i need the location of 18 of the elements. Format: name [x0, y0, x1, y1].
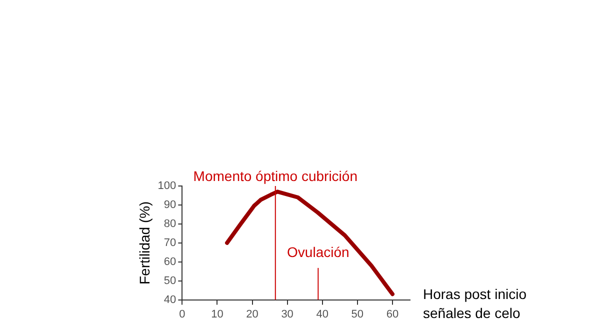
x-tick-label: 10 — [211, 308, 224, 320]
x-tick-label: 20 — [246, 308, 258, 320]
y-tick-label: 70 — [164, 236, 176, 249]
y-tick-label: 100 — [158, 180, 176, 192]
y-tick-label: 50 — [164, 274, 176, 287]
y-tick-label: 80 — [164, 218, 176, 230]
y-axis-title: Fertilidad (%) — [136, 201, 152, 285]
y-tick-label: 90 — [164, 199, 176, 211]
y-tick-label: 40 — [164, 294, 176, 306]
x-tick-label: 0 — [179, 308, 186, 320]
ref-line-label: Momento óptimo cubrición — [193, 168, 358, 184]
x-tick-label: 60 — [386, 308, 399, 320]
ref-line-label: Ovulación — [287, 244, 350, 260]
x-tick-label: 30 — [281, 308, 294, 320]
y-tick-label: 60 — [164, 256, 176, 268]
x-tick-label: 40 — [316, 308, 328, 320]
x-tick-label: 50 — [351, 308, 364, 320]
x-axis-title: Horas post inicio señales de celo — [423, 285, 528, 323]
